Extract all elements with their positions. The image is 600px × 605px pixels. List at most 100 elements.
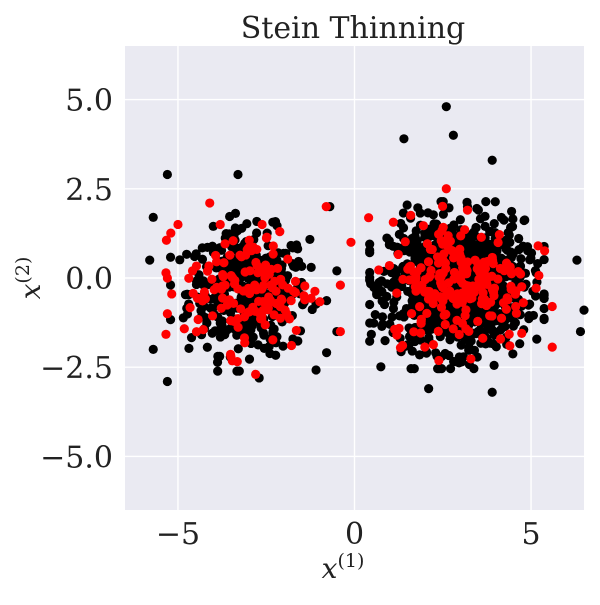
black-data-point bbox=[489, 218, 499, 229]
red-data-point bbox=[240, 267, 250, 277]
black-data-point bbox=[487, 155, 497, 165]
black-data-point bbox=[252, 228, 262, 238]
black-data-point bbox=[489, 360, 499, 370]
red-data-point bbox=[219, 258, 229, 268]
red-data-point bbox=[260, 260, 271, 270]
black-data-point bbox=[232, 243, 242, 253]
black-data-point bbox=[365, 267, 375, 278]
black-data-point bbox=[471, 329, 481, 339]
black-data-point bbox=[215, 332, 225, 342]
red-data-point bbox=[494, 230, 504, 240]
red-data-point bbox=[476, 232, 486, 242]
red-data-point bbox=[433, 326, 443, 336]
red-data-point bbox=[288, 286, 299, 296]
black-data-point bbox=[380, 336, 390, 346]
black-data-point bbox=[198, 276, 208, 286]
black-data-point bbox=[306, 262, 316, 272]
red-data-point bbox=[246, 246, 257, 256]
red-data-point bbox=[410, 282, 420, 292]
red-data-point bbox=[434, 355, 444, 366]
black-data-point bbox=[415, 350, 425, 360]
red-data-point bbox=[198, 325, 208, 335]
red-data-point bbox=[420, 274, 430, 285]
red-data-point bbox=[275, 302, 285, 312]
black-data-point bbox=[365, 336, 375, 346]
black-data-point bbox=[515, 339, 525, 349]
black-data-point bbox=[148, 212, 158, 222]
red-data-point bbox=[456, 231, 466, 241]
black-data-point bbox=[575, 326, 586, 337]
black-data-point bbox=[508, 214, 518, 224]
red-data-point bbox=[233, 322, 243, 332]
red-data-point bbox=[185, 302, 195, 313]
red-data-point bbox=[478, 288, 488, 298]
red-data-point bbox=[384, 260, 395, 271]
black-data-point bbox=[484, 320, 494, 330]
black-data-point bbox=[162, 376, 172, 387]
black-data-point bbox=[215, 351, 225, 361]
red-data-point bbox=[433, 258, 444, 268]
black-data-point bbox=[471, 223, 481, 233]
red-data-point bbox=[161, 235, 172, 245]
red-data-point bbox=[449, 267, 459, 278]
red-data-point bbox=[300, 295, 310, 305]
red-data-point bbox=[166, 228, 176, 238]
red-data-point bbox=[478, 333, 488, 343]
black-data-point bbox=[481, 197, 491, 207]
grid-lines bbox=[125, 46, 584, 510]
black-data-point bbox=[519, 215, 529, 226]
red-data-point bbox=[533, 241, 543, 251]
red-data-point bbox=[290, 276, 301, 286]
red-data-point bbox=[418, 221, 428, 231]
red-data-point bbox=[467, 293, 477, 303]
black-data-point bbox=[244, 354, 255, 364]
black-data-point bbox=[394, 229, 404, 239]
black-data-point bbox=[455, 215, 465, 225]
black-data-point bbox=[411, 226, 421, 236]
red-data-point bbox=[268, 335, 278, 345]
black-data-point bbox=[286, 240, 296, 251]
red-data-point bbox=[225, 250, 235, 260]
black-data-point bbox=[366, 329, 376, 339]
red-data-point bbox=[233, 314, 243, 324]
black-data-point bbox=[526, 253, 536, 263]
black-data-point bbox=[202, 242, 213, 252]
black-data-point bbox=[241, 321, 251, 331]
red-data-point bbox=[335, 326, 345, 337]
black-data-point bbox=[365, 318, 375, 328]
red-data-point bbox=[487, 252, 497, 263]
red-data-point bbox=[315, 297, 325, 307]
red-data-point bbox=[422, 239, 433, 249]
red-data-point bbox=[448, 324, 458, 334]
black-data-point bbox=[378, 319, 388, 329]
red-data-point bbox=[226, 351, 236, 362]
red-data-point bbox=[410, 275, 421, 285]
black-data-point bbox=[215, 318, 225, 328]
red-data-point bbox=[207, 311, 218, 321]
red-data-point bbox=[487, 271, 497, 281]
red-data-point bbox=[428, 340, 438, 350]
black-data-point bbox=[456, 340, 466, 350]
x-tick-label: 0 bbox=[345, 517, 364, 552]
black-data-point bbox=[412, 239, 422, 249]
red-data-point bbox=[284, 314, 295, 324]
black-data-point bbox=[200, 312, 210, 323]
black-data-point bbox=[410, 336, 420, 347]
black-data-point bbox=[202, 342, 212, 352]
red-data-point bbox=[534, 270, 544, 281]
red-data-point bbox=[193, 314, 203, 325]
red-data-point bbox=[286, 340, 297, 351]
black-data-point bbox=[488, 339, 498, 349]
black-data-point bbox=[230, 223, 240, 233]
black-data-point bbox=[398, 223, 409, 233]
red-data-point bbox=[192, 293, 203, 303]
black-data-point bbox=[391, 266, 401, 276]
red-data-point bbox=[392, 288, 402, 298]
red-data-point bbox=[220, 239, 230, 249]
y-tick-label: −2.5 bbox=[40, 351, 113, 386]
red-data-point bbox=[416, 263, 426, 273]
black-data-point bbox=[514, 233, 524, 244]
black-data-point bbox=[237, 223, 247, 233]
y-axis-label-superscript: (2) bbox=[12, 257, 34, 284]
black-data-point bbox=[507, 222, 518, 232]
